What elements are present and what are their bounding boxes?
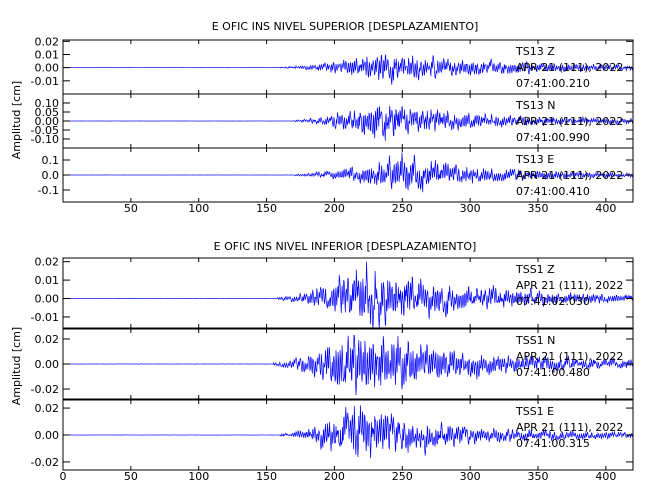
waveform-line [62,334,634,396]
y-tick-label: -0.01 [31,311,59,324]
x-tick-label: 400 [595,470,616,483]
chart-title: E OFIC INS NIVEL SUPERIOR [DESPLAZAMIENT… [212,20,479,33]
y-tick-label: 0.02 [35,256,60,269]
panel-ts13-e: 0.1 0.0 -0.1 TS13 E APR 21 (111), 2022 07:41:… [38,147,634,203]
station-label: TS13 Z [515,45,555,58]
x-tick-label: 150 [256,202,277,215]
panel-ts13-z: 0.020.010.00-0.01 TS13 Z APR 21 (111), 202… [31,35,634,95]
x-tick-label: 50 [124,470,138,483]
upper-level-chart: E OFIC INS NIVEL SUPERIOR [DESPLAZAMIENT… [10,20,634,215]
y-tick-label: -0.05 [31,124,59,137]
panel-tss1-e: 0.02 0.00 -0.02 TSS1 E APR 21 (111), 2022 07:… [31,399,634,471]
panel-ts13-n: 0.100.050.00-0.05-0.10 TS13 N APR 21 (111)… [31,93,634,149]
record-date: APR 21 (111), 2022 [516,61,623,74]
x-tick-label: 250 [392,470,413,483]
y-tick-label: 0.05 [35,106,60,119]
y-tick-label: 0.1 [42,154,60,167]
station-label: TSS1 E [515,405,554,418]
station-label: TSS1 N [515,334,555,347]
panel-tss1-z: 0.02 0.01 0.00 -0.01 TSS1 Z APR 21 (111), 202… [31,256,634,329]
record-date: APR 21 (111), 2022 [516,279,623,292]
x-tick-label: 350 [528,470,549,483]
y-tick-label: 0.00 [35,358,60,371]
y-axis-label: Amplitud [cm] [10,81,23,159]
record-date: APR 21 (111), 2022 [516,169,623,182]
y-tick-label: 0.0 [42,169,60,182]
x-tick-label: 300 [460,470,481,483]
record-date: APR 21 (111), 2022 [516,350,623,363]
panel-frame [62,257,634,329]
station-label: TSS1 Z [515,263,555,276]
x-tick-label: 350 [528,202,549,215]
y-tick-label: 0.10 [35,97,60,110]
record-date: APR 21 (111), 2022 [516,115,623,128]
y-tick-label: 0.00 [35,62,60,75]
x-tick-label: 50 [124,202,138,215]
record-time: 07:41:02.030 [516,295,590,308]
waveform-line [62,405,634,459]
record-date: APR 21 (111), 2022 [516,421,623,434]
x-tick-label: 150 [256,470,277,483]
waveform-line [62,105,634,141]
y-tick-label: 0.02 [35,402,60,415]
y-tick-label: 0.00 [35,115,60,128]
record-time: 07:41:00.990 [516,131,590,144]
record-time: 07:41:00.410 [516,185,590,198]
lower-level-chart: E OFIC INS NIVEL INFERIOR [DESPLAZAMIENT… [10,240,634,483]
y-tick-label: -0.1 [38,184,59,197]
y-tick-label: 0.01 [35,274,60,287]
station-label: TS13 E [515,153,554,166]
x-tick-label: 100 [188,202,209,215]
y-tick-label: -0.02 [31,383,59,396]
x-tick-label: 0 [60,470,67,483]
chart-title: E OFIC INS NIVEL INFERIOR [DESPLAZAMIENT… [214,240,477,253]
panel-tss1-n: 0.02 0.00 -0.02 TSS1 N APR 21 (111), 2022 07:… [31,328,634,400]
waveform-line [62,53,634,85]
y-tick-label: 0.02 [35,333,60,346]
waveform-line [62,152,634,193]
y-tick-label: -0.02 [31,456,59,469]
y-tick-label: 0.00 [35,429,60,442]
record-time: 07:41:00.315 [516,437,590,450]
x-tick-label: 100 [188,470,209,483]
x-tick-label: 400 [595,202,616,215]
record-time: 07:41:00.210 [516,77,590,90]
y-tick-label: -0.10 [31,133,59,146]
y-tick-label: 0.00 [35,293,60,306]
record-time: 07:41:00.480 [516,366,590,379]
x-tick-label: 200 [324,202,345,215]
waveform-line [62,261,634,329]
y-tick-label: 0.02 [35,35,60,48]
y-tick-label: 0.01 [35,48,60,61]
y-axis-label: Amplitud [cm] [10,327,23,405]
x-tick-label: 250 [392,202,413,215]
station-label: TS13 N [515,99,555,112]
y-tick-label: -0.01 [31,75,59,88]
x-tick-label: 200 [324,470,345,483]
x-tick-label: 300 [460,202,481,215]
